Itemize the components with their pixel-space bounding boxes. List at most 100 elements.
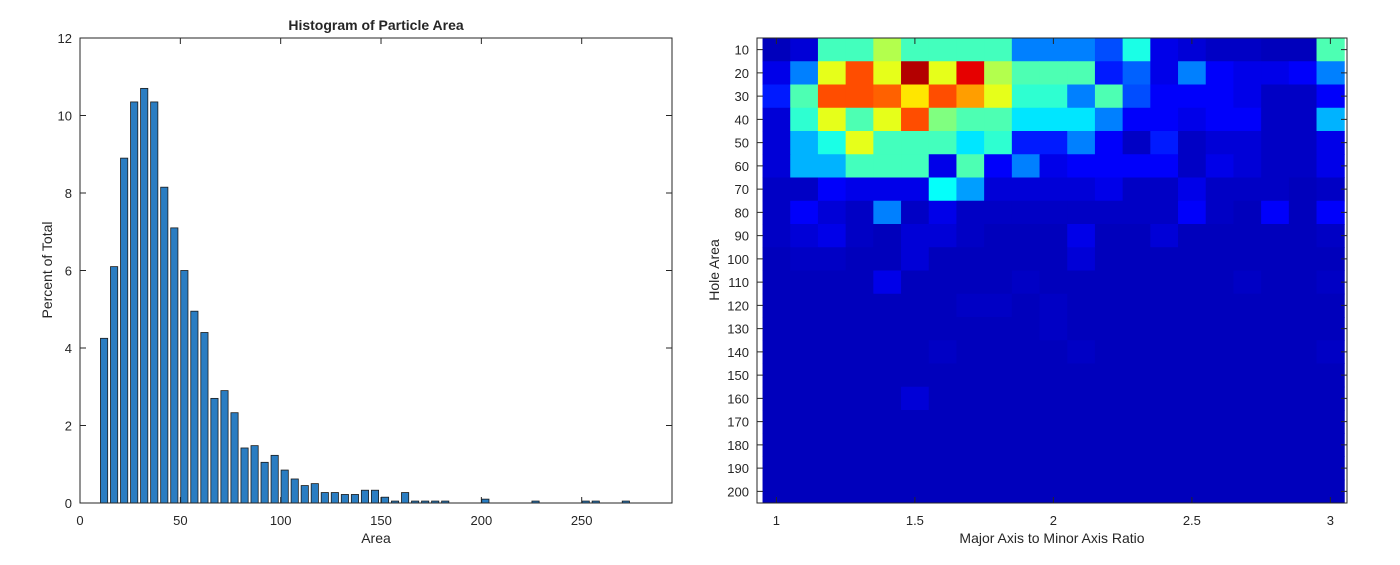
heatmap-cell <box>928 363 957 388</box>
heatmap-cell <box>1316 154 1345 178</box>
heatmap-cell <box>1039 317 1068 341</box>
heatmap-cell <box>901 479 930 504</box>
heatmap-cell <box>1039 84 1068 109</box>
heatmap-cell <box>1288 247 1318 271</box>
heatmap-cell <box>790 200 819 225</box>
heatmap-cell <box>817 479 847 504</box>
heatmap-cell <box>1261 293 1290 318</box>
heatmap-cell <box>1205 410 1234 434</box>
heatmap-cell <box>845 317 874 341</box>
heatmap-cell <box>901 38 930 62</box>
heatmap-y-tick-label: 150 <box>727 368 749 383</box>
heatmap-cell <box>817 340 847 364</box>
heatmap-cell <box>817 386 847 411</box>
histogram-bar <box>130 101 139 504</box>
histogram-y-tick-label: 4 <box>65 341 72 356</box>
heatmap-cell <box>1094 363 1124 388</box>
heatmap-cell <box>956 410 985 434</box>
heatmap-cell <box>1316 479 1345 504</box>
heatmap-cell <box>1122 479 1151 504</box>
heatmap-cell <box>1039 340 1068 364</box>
heatmap-cell <box>984 317 1013 341</box>
heatmap-y-tick-label: 10 <box>735 43 749 58</box>
heatmap-panel: 1 1.5 2 2.5 3 10 20 30 40 50 60 70 80 90 100 110 120 130… <box>706 37 1348 546</box>
heatmap-cell <box>1011 410 1041 434</box>
histogram-bar <box>160 186 169 504</box>
heatmap-cell <box>1122 433 1151 457</box>
heatmap-cell <box>984 293 1013 318</box>
heatmap-cell <box>984 456 1013 481</box>
heatmap-cell <box>1150 200 1179 225</box>
heatmap-cell <box>1039 410 1068 434</box>
heatmap-cell <box>790 84 819 109</box>
heatmap-cell <box>1205 107 1234 132</box>
heatmap-cell <box>1011 61 1041 85</box>
heatmap-cell <box>1261 340 1290 364</box>
heatmap-cell <box>1039 177 1068 202</box>
heatmap-cell <box>1150 270 1179 295</box>
heatmap-cell <box>901 410 930 434</box>
heatmap-cell <box>1261 479 1290 504</box>
heatmap-cell <box>1288 293 1318 318</box>
heatmap-cell <box>845 456 874 481</box>
heatmap-cell <box>1288 410 1318 434</box>
heatmap-cell <box>1039 433 1068 457</box>
heatmap-cell <box>901 61 930 85</box>
heatmap-cell <box>845 479 874 504</box>
heatmap-cell <box>1261 61 1290 85</box>
histogram-bar <box>340 494 349 504</box>
heatmap-cell <box>1067 386 1096 411</box>
heatmap-cell <box>817 61 847 85</box>
heatmap-cell <box>873 177 902 202</box>
heatmap-cell <box>956 386 985 411</box>
heatmap-y-tick-label: 30 <box>735 89 749 104</box>
heatmap-cell <box>1178 317 1207 341</box>
histogram-x-tick-label: 150 <box>370 513 392 528</box>
heatmap-cell <box>817 107 847 132</box>
heatmap-cell <box>984 200 1013 225</box>
heatmap-cell <box>956 131 985 155</box>
heatmap-cell <box>1233 433 1262 457</box>
heatmap-cell <box>956 293 985 318</box>
histogram-x-tick-label: 0 <box>76 513 83 528</box>
histogram-bar <box>401 492 410 504</box>
heatmap-cell <box>1067 479 1096 504</box>
heatmap-cell <box>1261 456 1290 481</box>
heatmap-cell <box>1261 317 1290 341</box>
histogram-x-ticks: 0 50 100 150 200 250 <box>76 38 593 528</box>
heatmap-cell <box>873 456 902 481</box>
heatmap-cell <box>790 247 819 271</box>
heatmap-cell <box>901 247 930 271</box>
heatmap-y-tick-label: 140 <box>727 345 749 360</box>
heatmap-cell <box>1011 84 1041 109</box>
heatmap-cell <box>873 270 902 295</box>
heatmap-cell <box>1288 456 1318 481</box>
heatmap-cell <box>873 479 902 504</box>
heatmap-cell <box>956 224 985 248</box>
heatmap-cell <box>1094 38 1124 62</box>
heatmap-cell <box>928 433 957 457</box>
heatmap-cell <box>1178 38 1207 62</box>
heatmap-cell <box>1205 247 1234 271</box>
heatmap-cell <box>1233 247 1262 271</box>
heatmap-cell <box>1178 340 1207 364</box>
heatmap-y-tick-label: 130 <box>727 322 749 337</box>
heatmap-cell <box>1233 270 1262 295</box>
heatmap-cell <box>1288 84 1318 109</box>
heatmap-cell <box>1122 224 1151 248</box>
heatmap-cell <box>984 247 1013 271</box>
heatmap-cell <box>1067 38 1096 62</box>
heatmap-cell <box>1288 107 1318 132</box>
heatmap-cell <box>1288 386 1318 411</box>
heatmap-cell <box>1261 131 1290 155</box>
heatmap-cell <box>1039 456 1068 481</box>
heatmap-cell <box>1150 340 1179 364</box>
heatmap-cell <box>1067 247 1096 271</box>
heatmap-cell <box>928 247 957 271</box>
heatmap-cell <box>1316 340 1345 364</box>
heatmap-cell <box>817 293 847 318</box>
heatmap-cell <box>1233 224 1262 248</box>
histogram-bar <box>270 454 279 504</box>
heatmap-cell <box>1039 154 1068 178</box>
heatmap-cell <box>790 270 819 295</box>
